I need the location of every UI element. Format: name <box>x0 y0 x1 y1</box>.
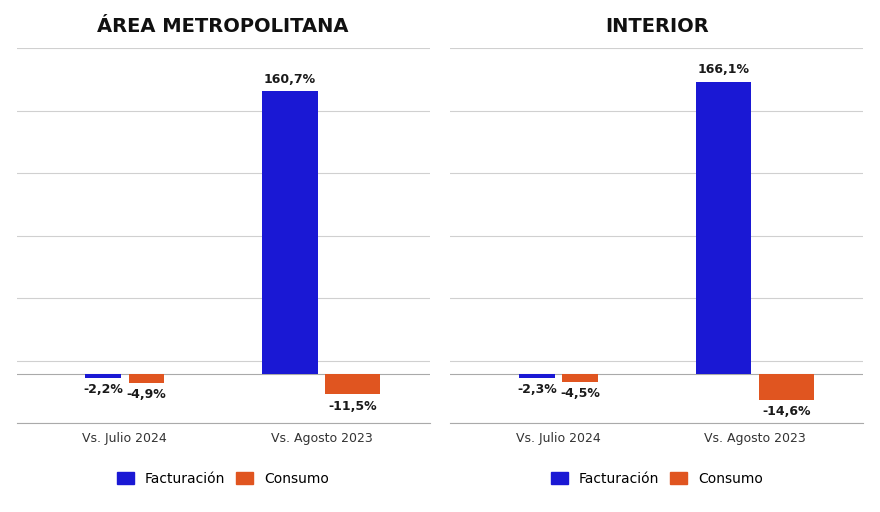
Bar <box>696 81 752 374</box>
Bar <box>519 374 554 378</box>
Text: -14,6%: -14,6% <box>762 405 810 418</box>
Bar <box>85 374 121 378</box>
Text: -2,3%: -2,3% <box>517 383 557 396</box>
Text: 166,1%: 166,1% <box>698 63 750 76</box>
Text: -4,5%: -4,5% <box>561 388 600 400</box>
Bar <box>326 374 380 394</box>
Title: ÁREA METROPOLITANA: ÁREA METROPOLITANA <box>98 17 348 36</box>
Bar <box>128 374 165 383</box>
Bar <box>562 374 598 382</box>
Bar <box>262 91 318 374</box>
Bar <box>759 374 814 400</box>
Text: 160,7%: 160,7% <box>264 73 316 86</box>
Legend: Facturación, Consumo: Facturación, Consumo <box>546 466 768 492</box>
Text: -11,5%: -11,5% <box>328 400 378 413</box>
Text: -4,9%: -4,9% <box>127 388 166 401</box>
Title: INTERIOR: INTERIOR <box>605 17 708 36</box>
Text: -2,2%: -2,2% <box>84 383 123 396</box>
Legend: Facturación, Consumo: Facturación, Consumo <box>112 466 334 492</box>
